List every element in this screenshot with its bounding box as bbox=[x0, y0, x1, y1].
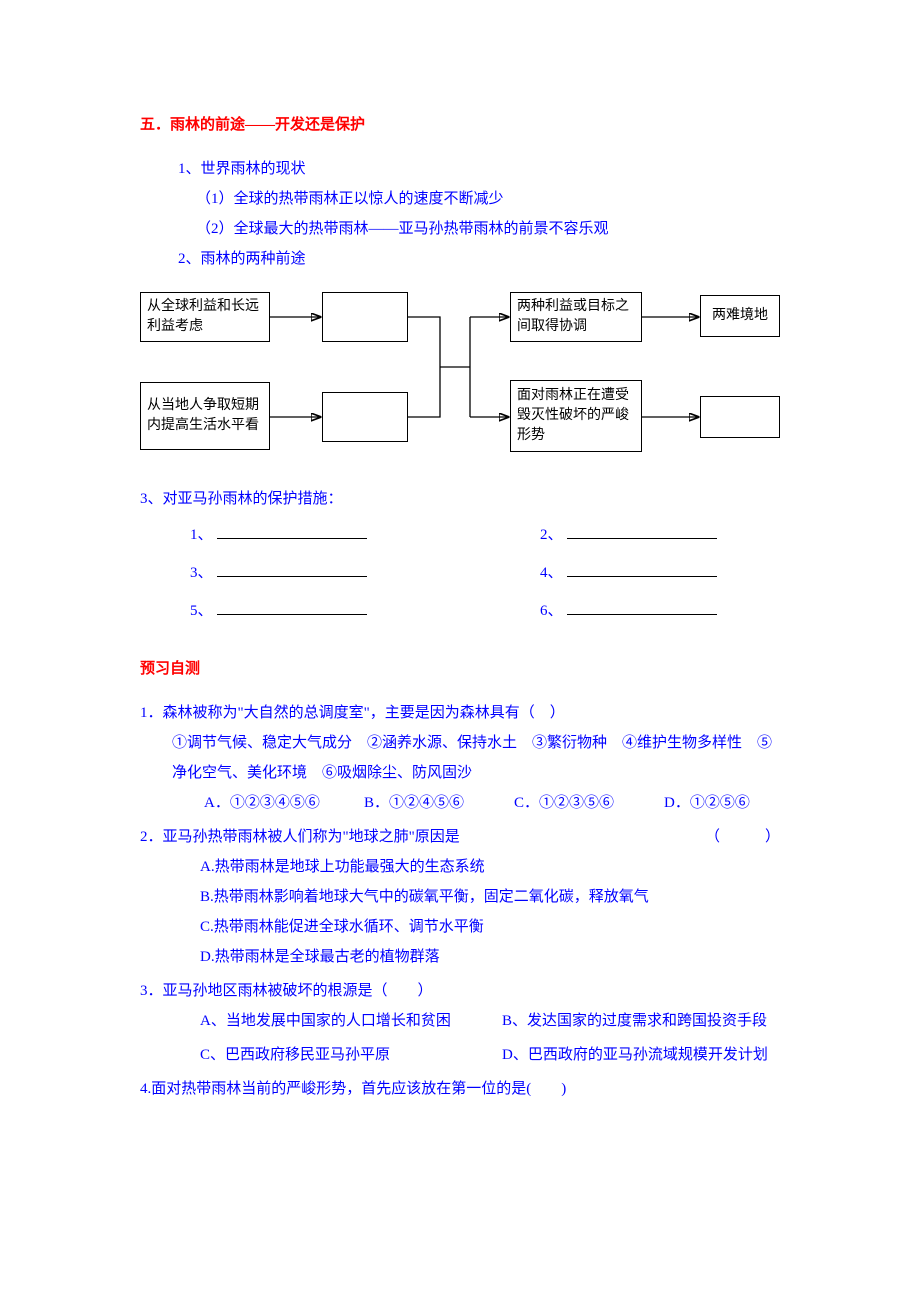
q1-opt-c: C．①②③⑤⑥ bbox=[514, 788, 664, 818]
quiz-section: 预习自测 1．森林被称为"大自然的总调度室"，主要是因为森林具有（ ） ①调节气… bbox=[140, 654, 780, 1104]
q2-opt-b: B.热带雨林影响着地球大气中的碳氧平衡，固定二氧化碳，释放氧气 bbox=[200, 882, 780, 912]
measures-grid: 1、 2、 3、 4、 5、 6、 bbox=[140, 520, 780, 626]
flow-mid-top bbox=[322, 292, 408, 342]
flow-mid-bottom bbox=[322, 392, 408, 442]
fill-line[interactable] bbox=[217, 599, 367, 615]
item1-label: 1、世界雨林的现状 bbox=[140, 154, 780, 184]
q3-opt-d: D、巴西政府的亚马孙流域规模开发计划 bbox=[502, 1040, 780, 1070]
question-4: 4.面对热带雨林当前的严峻形势，首先应该放在第一位的是( ) bbox=[140, 1074, 780, 1104]
q2-opt-c: C.热带雨林能促进全球水循环、调节水平衡 bbox=[200, 912, 780, 942]
q1-opt-d: D．①②⑤⑥ bbox=[664, 788, 750, 818]
fill-line[interactable] bbox=[217, 561, 367, 577]
item3-label: 3、对亚马孙雨林的保护措施： bbox=[140, 484, 780, 514]
document-page: 五．雨林的前途——开发还是保护 1、世界雨林的现状 （1）全球的热带雨林正以惊人… bbox=[0, 0, 920, 1168]
flow-left-top: 从全球利益和长远利益考虑 bbox=[140, 292, 270, 342]
section5-title: 五．雨林的前途——开发还是保护 bbox=[140, 110, 780, 140]
flow-far-bottom bbox=[700, 396, 780, 438]
q2-stem-row: 2．亚马孙热带雨林被人们称为"地球之肺"原因是 （ ） bbox=[140, 822, 780, 852]
flow-left-bottom: 从当地人争取短期内提高生活水平看 bbox=[140, 382, 270, 450]
measure-3: 3、 bbox=[190, 558, 430, 588]
fill-line[interactable] bbox=[217, 523, 367, 539]
q4-stem: 4.面对热带雨林当前的严峻形势，首先应该放在第一位的是( ) bbox=[140, 1074, 780, 1104]
q3-choices: A、当地发展中国家的人口增长和贫困 B、发达国家的过度需求和跨国投资手段 C、巴… bbox=[140, 1006, 780, 1070]
flow-right-top: 两种利益或目标之间取得协调 bbox=[510, 292, 642, 342]
q2-choices: A.热带雨林是地球上功能最强大的生态系统 B.热带雨林影响着地球大气中的碳氧平衡… bbox=[140, 852, 780, 972]
flow-far-right: 两难境地 bbox=[700, 295, 780, 337]
measure-5: 5、 bbox=[190, 596, 430, 626]
q1-choices: A．①②③④⑤⑥ B．①②④⑤⑥ C．①②③⑤⑥ D．①②⑤⑥ bbox=[140, 788, 780, 818]
q1-stem: 1．森林被称为"大自然的总调度室"，主要是因为森林具有（ ） bbox=[140, 698, 780, 728]
q2-paren: （ ） bbox=[705, 822, 780, 852]
quiz-title: 预习自测 bbox=[140, 654, 780, 684]
q1-opt-b: B．①②④⑤⑥ bbox=[364, 788, 514, 818]
question-1: 1．森林被称为"大自然的总调度室"，主要是因为森林具有（ ） ①调节气候、稳定大… bbox=[140, 698, 780, 818]
measure-1: 1、 bbox=[190, 520, 430, 550]
q3-stem: 3．亚马孙地区雨林被破坏的根源是（ ） bbox=[140, 976, 780, 1006]
flowchart: 从全球利益和长远利益考虑 从当地人争取短期内提高生活水平看 两种利益或目标之间取… bbox=[140, 280, 800, 480]
q3-opt-a: A、当地发展中国家的人口增长和贫困 bbox=[200, 1006, 478, 1036]
fill-line[interactable] bbox=[567, 523, 717, 539]
question-3: 3．亚马孙地区雨林被破坏的根源是（ ） A、当地发展中国家的人口增长和贫困 B、… bbox=[140, 976, 780, 1070]
measure-4: 4、 bbox=[540, 558, 780, 588]
fill-line[interactable] bbox=[567, 561, 717, 577]
measure-6: 6、 bbox=[540, 596, 780, 626]
item1-sub2: （2）全球最大的热带雨林——亚马孙热带雨林的前景不容乐观 bbox=[140, 214, 780, 244]
fill-line[interactable] bbox=[567, 599, 717, 615]
q3-opt-c: C、巴西政府移民亚马孙平原 bbox=[200, 1040, 478, 1070]
q2-opt-a: A.热带雨林是地球上功能最强大的生态系统 bbox=[200, 852, 780, 882]
q2-opt-d: D.热带雨林是全球最古老的植物群落 bbox=[200, 942, 780, 972]
q1-body1: ①调节气候、稳定大气成分 ②涵养水源、保持水土 ③繁衍物种 ④维护生物多样性 ⑤ bbox=[140, 728, 780, 758]
q2-stem: 2．亚马孙热带雨林被人们称为"地球之肺"原因是 bbox=[140, 822, 460, 852]
item1-sub1: （1）全球的热带雨林正以惊人的速度不断减少 bbox=[140, 184, 780, 214]
question-2: 2．亚马孙热带雨林被人们称为"地球之肺"原因是 （ ） A.热带雨林是地球上功能… bbox=[140, 822, 780, 972]
measure-2: 2、 bbox=[540, 520, 780, 550]
item2-label: 2、雨林的两种前途 bbox=[140, 244, 780, 274]
q1-opt-a: A．①②③④⑤⑥ bbox=[204, 788, 364, 818]
flow-right-bottom: 面对雨林正在遭受毁灭性破坏的严峻形势 bbox=[510, 380, 642, 452]
q1-body2: 净化空气、美化环境 ⑥吸烟除尘、防风固沙 bbox=[140, 758, 780, 788]
q3-opt-b: B、发达国家的过度需求和跨国投资手段 bbox=[502, 1006, 780, 1036]
